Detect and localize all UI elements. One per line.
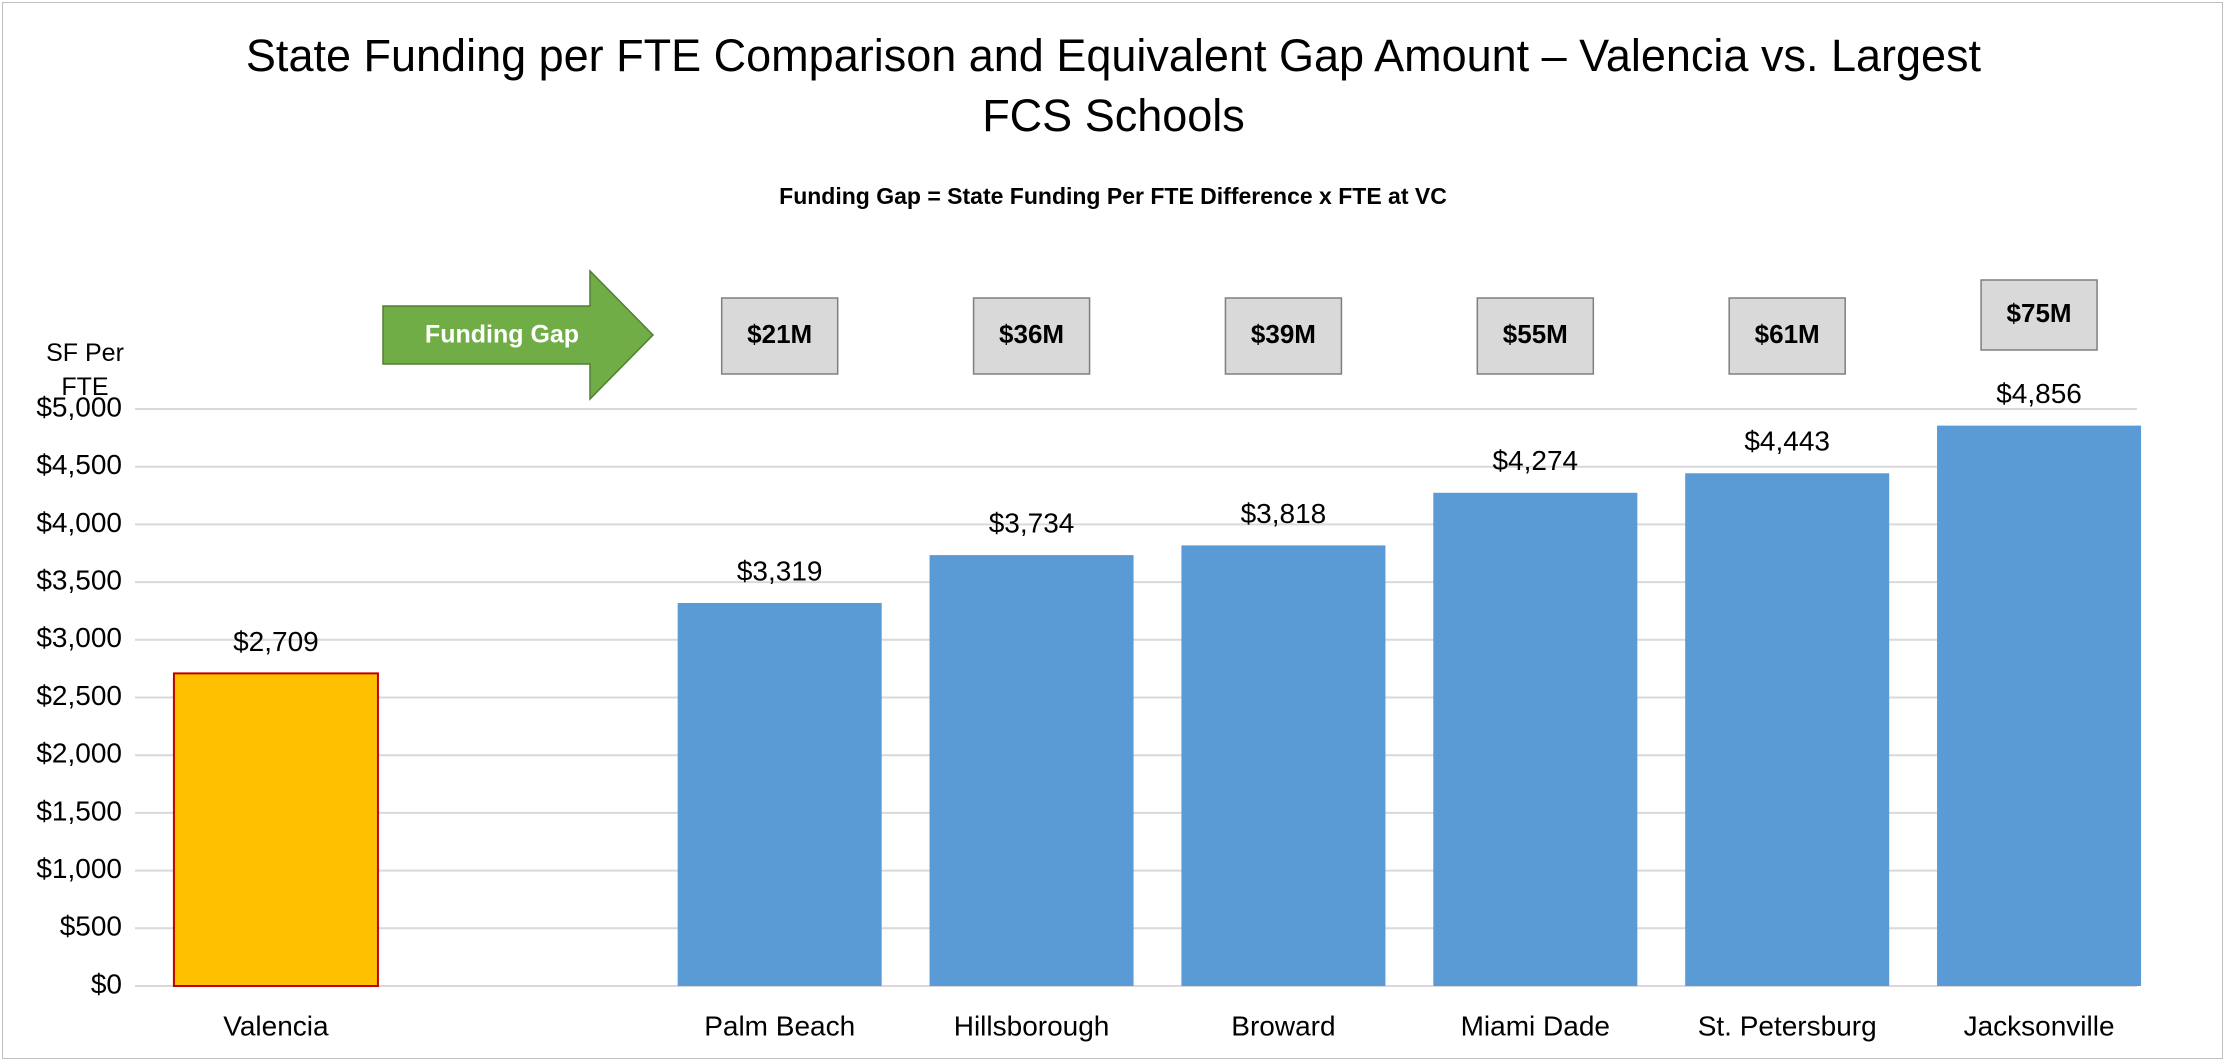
bar	[1937, 425, 2142, 986]
y-tick-label: $500	[60, 911, 122, 942]
x-tick-label: Jacksonville	[1964, 1010, 2115, 1041]
chart-subtitle: Funding Gap = State Funding Per FTE Diff…	[779, 183, 1447, 209]
y-axis-label: SF Per FTE	[46, 339, 124, 401]
gap-label: $39M	[1251, 319, 1316, 349]
gap-box	[720, 297, 839, 375]
gap-box	[1980, 279, 2098, 351]
x-tick-label: St. Petersburg	[1698, 1010, 1877, 1041]
gap-label: $75M	[2007, 298, 2072, 328]
data-label: $4,274	[1492, 445, 1578, 476]
gap-box	[972, 297, 1091, 375]
gap-label: $21M	[747, 319, 812, 349]
x-tick-label: Miami Dade	[1461, 1010, 1610, 1041]
x-tick-label: Broward	[1231, 1010, 1335, 1041]
bar	[1181, 545, 1386, 986]
y-tick-label: $2,500	[36, 680, 122, 711]
gap-box	[1476, 297, 1595, 375]
bar	[929, 555, 1134, 986]
bar	[1433, 492, 1638, 986]
gap-box	[1728, 297, 1846, 375]
y-tick-label: $4,500	[36, 449, 122, 480]
gap-label: $55M	[1503, 319, 1568, 349]
y-tick-label: $0	[91, 968, 122, 999]
x-tick-label: Valencia	[223, 1010, 329, 1041]
x-tick-label: Palm Beach	[704, 1010, 855, 1041]
arrow	[382, 269, 655, 401]
gap-box	[1224, 297, 1343, 375]
bar	[172, 672, 379, 987]
y-tick-label: $1,500	[36, 795, 122, 826]
bar	[677, 602, 882, 986]
bar	[1685, 473, 1890, 986]
data-label: $3,319	[737, 555, 823, 586]
chart-title: State Funding per FTE Comparison and Equ…	[245, 30, 1982, 141]
data-label: $4,443	[1744, 426, 1830, 457]
data-label: $2,709	[233, 626, 319, 657]
y-tick-label: $2,000	[36, 738, 122, 769]
data-label: $4,856	[1996, 378, 2082, 409]
gap-label: $36M	[999, 319, 1064, 349]
data-label: $3,734	[989, 507, 1075, 538]
x-tick-label: Hillsborough	[954, 1010, 1110, 1041]
y-tick-label: $3,500	[36, 564, 122, 595]
data-label: $3,818	[1241, 498, 1327, 529]
arrow-label: Funding Gap	[425, 321, 579, 349]
y-tick-label: $5,000	[36, 391, 122, 422]
y-tick-label: $1,000	[36, 853, 122, 884]
gap-label: $61M	[1755, 319, 1820, 349]
y-tick-label: $4,000	[36, 507, 122, 538]
y-tick-label: $3,000	[36, 622, 122, 653]
